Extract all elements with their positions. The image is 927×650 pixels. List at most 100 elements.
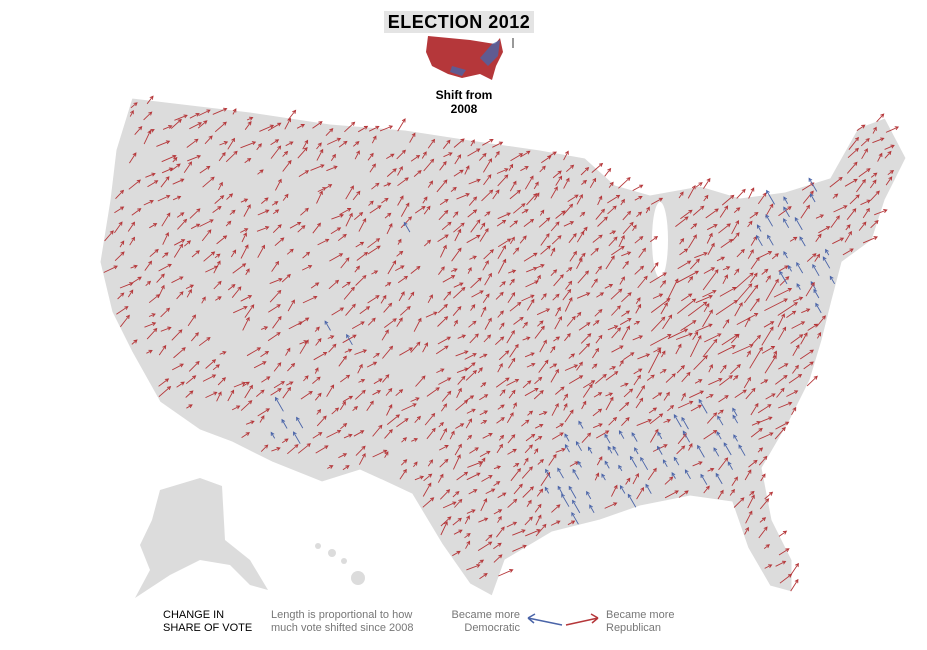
shift-arrow — [732, 414, 739, 424]
shift-arrow — [694, 379, 703, 384]
shift-arrow — [563, 221, 575, 227]
shift-arrow — [814, 253, 821, 262]
shift-arrow — [203, 251, 216, 262]
shift-arrow — [345, 212, 353, 227]
shift-arrow — [687, 301, 708, 317]
shift-arrow — [704, 333, 722, 343]
shift-arrow — [342, 395, 354, 403]
shift-arrow — [356, 251, 369, 261]
shift-arrow — [358, 378, 366, 383]
shift-arrow — [240, 228, 249, 233]
shift-arrow — [885, 126, 900, 133]
shift-arrow — [202, 176, 215, 188]
shift-arrow — [359, 452, 366, 465]
shift-arrow — [158, 378, 170, 387]
shift-arrow — [310, 164, 325, 171]
shift-arrow — [157, 194, 171, 202]
shift-arrow — [442, 501, 457, 509]
shift-arrow — [479, 228, 489, 242]
shift-arrow — [632, 335, 644, 341]
shift-arrow — [397, 118, 406, 132]
shift-arrow — [241, 232, 247, 243]
shift-arrow — [566, 266, 573, 273]
shift-arrow — [232, 108, 237, 115]
shift-arrow — [450, 186, 457, 192]
shift-arrow — [482, 433, 493, 439]
shift-arrow — [464, 533, 471, 539]
shift-arrow — [495, 377, 510, 388]
shift-arrow — [806, 253, 817, 262]
shift-arrow — [439, 427, 447, 441]
shift-arrow — [800, 204, 810, 219]
shift-arrow — [747, 494, 755, 509]
shift-arrow — [702, 289, 717, 298]
shift-arrow — [717, 489, 724, 500]
shift-arrow — [509, 278, 515, 286]
shift-arrow — [692, 205, 705, 216]
shift-arrow — [439, 458, 449, 468]
shift-arrow — [563, 403, 568, 411]
shift-arrow — [496, 526, 505, 538]
shift-arrow — [454, 228, 462, 242]
shift-arrow — [806, 375, 818, 387]
shift-arrow — [425, 311, 438, 318]
shift-arrow — [396, 317, 403, 327]
shift-arrow — [727, 461, 733, 470]
shift-arrow — [733, 268, 740, 276]
shift-arrow — [621, 417, 630, 427]
shift-arrow — [582, 383, 593, 398]
shift-arrow — [171, 276, 184, 284]
shift-arrow — [158, 263, 172, 272]
shift-arrow — [551, 402, 559, 416]
shift-arrow — [764, 298, 788, 312]
shift-arrow — [312, 376, 321, 384]
shift-arrow — [695, 295, 713, 304]
shift-arrow — [684, 469, 691, 480]
shift-arrow — [413, 169, 422, 177]
shift-arrow — [493, 542, 502, 550]
shift-arrow — [300, 207, 309, 216]
shift-arrow — [330, 227, 342, 235]
shift-arrow — [173, 347, 186, 359]
shift-arrow — [552, 170, 562, 179]
shift-arrow — [688, 234, 697, 249]
shift-arrow — [466, 434, 473, 441]
shift-arrow — [763, 321, 775, 328]
shift-arrow — [749, 346, 763, 369]
shift-arrow — [693, 355, 708, 371]
shift-arrow — [415, 375, 426, 387]
shift-arrow — [480, 222, 486, 230]
shift-arrow — [422, 497, 435, 508]
shift-arrow — [270, 388, 282, 396]
legend-arrows — [527, 613, 599, 626]
shift-arrow — [649, 236, 659, 243]
shift-arrow — [783, 250, 788, 259]
shift-arrow — [328, 343, 337, 353]
shift-arrow — [212, 364, 220, 371]
shift-arrow — [183, 161, 193, 173]
shift-arrow — [497, 174, 509, 187]
shift-arrow — [281, 438, 289, 444]
shift-arrow — [575, 440, 582, 452]
shift-arrow — [534, 325, 545, 339]
shift-arrow — [144, 322, 157, 328]
shift-arrow — [765, 278, 779, 302]
shift-arrow — [225, 220, 232, 227]
shift-arrow — [749, 297, 760, 312]
shift-arrow — [143, 200, 154, 206]
shift-arrow — [512, 247, 520, 255]
shift-arrow — [131, 208, 142, 216]
shift-arrow — [690, 223, 698, 230]
shift-arrow — [816, 315, 826, 327]
shift-arrow — [605, 255, 615, 270]
shift-arrow — [499, 389, 506, 397]
shift-arrow — [608, 236, 618, 247]
shift-arrow — [807, 323, 819, 331]
shift-arrow — [397, 177, 409, 187]
shift-arrow — [581, 179, 588, 185]
shift-arrow — [414, 415, 421, 424]
shift-arrow — [400, 216, 413, 229]
shift-arrow — [410, 397, 420, 402]
shift-arrow — [604, 284, 614, 289]
shift-arrow — [257, 209, 270, 216]
